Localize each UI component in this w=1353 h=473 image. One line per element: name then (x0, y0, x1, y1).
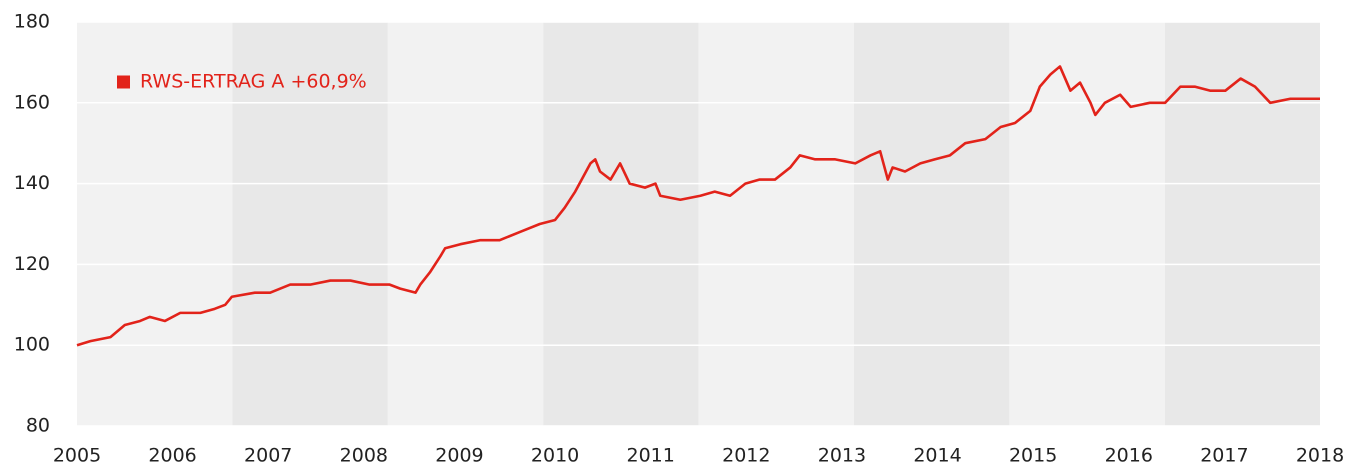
y-tick-label: 100 (14, 334, 50, 356)
band (387, 22, 544, 426)
band (698, 22, 854, 426)
band (232, 22, 388, 426)
x-tick-label: 2009 (435, 445, 483, 467)
y-tick-label: 120 (14, 253, 50, 275)
x-tick-label: 2018 (1296, 445, 1344, 467)
x-tick-label: 2013 (818, 445, 866, 467)
line (76, 65, 1320, 347)
x-tick-label: 2006 (148, 445, 196, 467)
x-tick-label: 2008 (340, 445, 388, 467)
x-tick-label: 2017 (1200, 445, 1248, 467)
band (1009, 22, 1165, 426)
x-tick-label: 2010 (531, 445, 579, 467)
legend-swatch (117, 75, 130, 89)
band (77, 22, 233, 426)
y-tick-label: 160 (14, 91, 50, 113)
x-tick-label: 2015 (1009, 445, 1057, 467)
x-tick-label: 2012 (722, 445, 770, 467)
x-tick-label: 2005 (53, 445, 101, 467)
y-tick-label: 80 (26, 415, 50, 437)
band (1164, 22, 1320, 426)
y-tick-label: 180 (14, 11, 50, 33)
legend-label: RWS-ERTRAG A +60,9% (140, 71, 367, 93)
x-tick-label: 2014 (913, 445, 961, 467)
x-tick-label: 2016 (1105, 445, 1153, 467)
x-tick-label: 2011 (627, 445, 675, 467)
band (543, 22, 699, 426)
y-tick-label: 140 (14, 172, 50, 194)
band (854, 22, 1010, 426)
plot-background (77, 22, 1320, 426)
x-tick-label: 2007 (244, 445, 292, 467)
